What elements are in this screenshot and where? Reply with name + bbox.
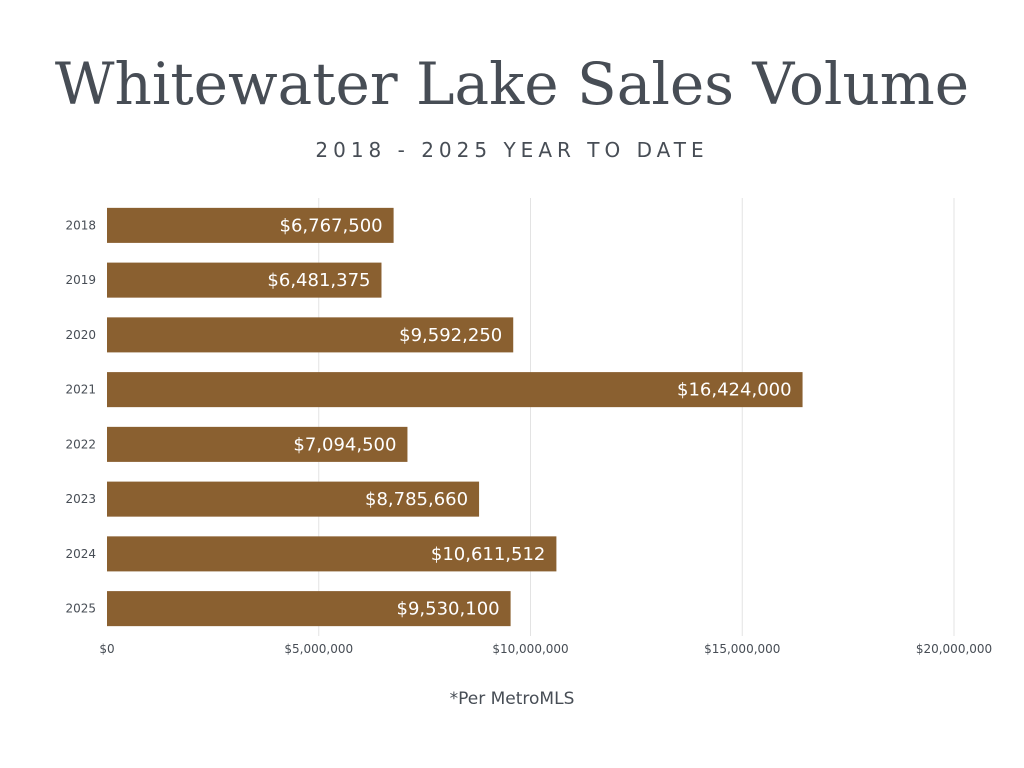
bar-value-label: $6,767,500 — [280, 215, 383, 236]
chart-title: Whitewater Lake Sales Volume — [54, 50, 970, 118]
x-tick-label: $5,000,000 — [284, 642, 353, 656]
category-label: 2020 — [65, 328, 96, 342]
category-label: 2019 — [65, 273, 96, 287]
x-tick-label: $20,000,000 — [916, 642, 992, 656]
category-label: 2025 — [65, 602, 96, 616]
bar — [107, 481, 480, 517]
bars: $6,767,500 $6,481,375 $9,592,250 $16,424,00… — [107, 207, 803, 627]
source-footnote: *Per MetroMLS — [449, 689, 575, 709]
bar — [107, 591, 511, 627]
bar — [107, 426, 408, 462]
category-label: 2018 — [65, 218, 96, 232]
x-tick-label: $0 — [99, 642, 114, 656]
bar-value-label: $6,481,375 — [267, 270, 370, 291]
bar — [107, 536, 557, 572]
category-label: 2021 — [65, 383, 96, 397]
x-axis-tick-labels: $0 $5,000,000 $10,000,000 $15,000,000 $20,00… — [99, 642, 992, 656]
category-label: 2024 — [65, 547, 96, 561]
category-label: 2022 — [65, 437, 96, 451]
bar-value-label: $7,094,500 — [293, 434, 396, 455]
bar — [107, 372, 803, 408]
category-label: 2023 — [65, 492, 96, 506]
bar — [107, 262, 382, 298]
bar-value-label: $9,530,100 — [397, 599, 500, 620]
bar-value-label: $8,785,660 — [365, 489, 468, 510]
bar-chart: $6,767,500 $6,481,375 $9,592,250 $16,424,00… — [65, 198, 992, 656]
chart-subtitle: 2018 - 2025 YEAR TO DATE — [315, 138, 709, 162]
category-labels: 2018 2019 2020 2021 2022 2023 2024 2025 — [65, 218, 96, 615]
bar — [107, 317, 514, 353]
bar-value-label: $16,424,000 — [677, 380, 792, 401]
bar-value-label: $10,611,512 — [431, 544, 546, 565]
x-tick-label: $15,000,000 — [704, 642, 780, 656]
bar — [107, 207, 394, 243]
bar-value-label: $9,592,250 — [399, 325, 502, 346]
x-tick-label: $10,000,000 — [492, 642, 568, 656]
